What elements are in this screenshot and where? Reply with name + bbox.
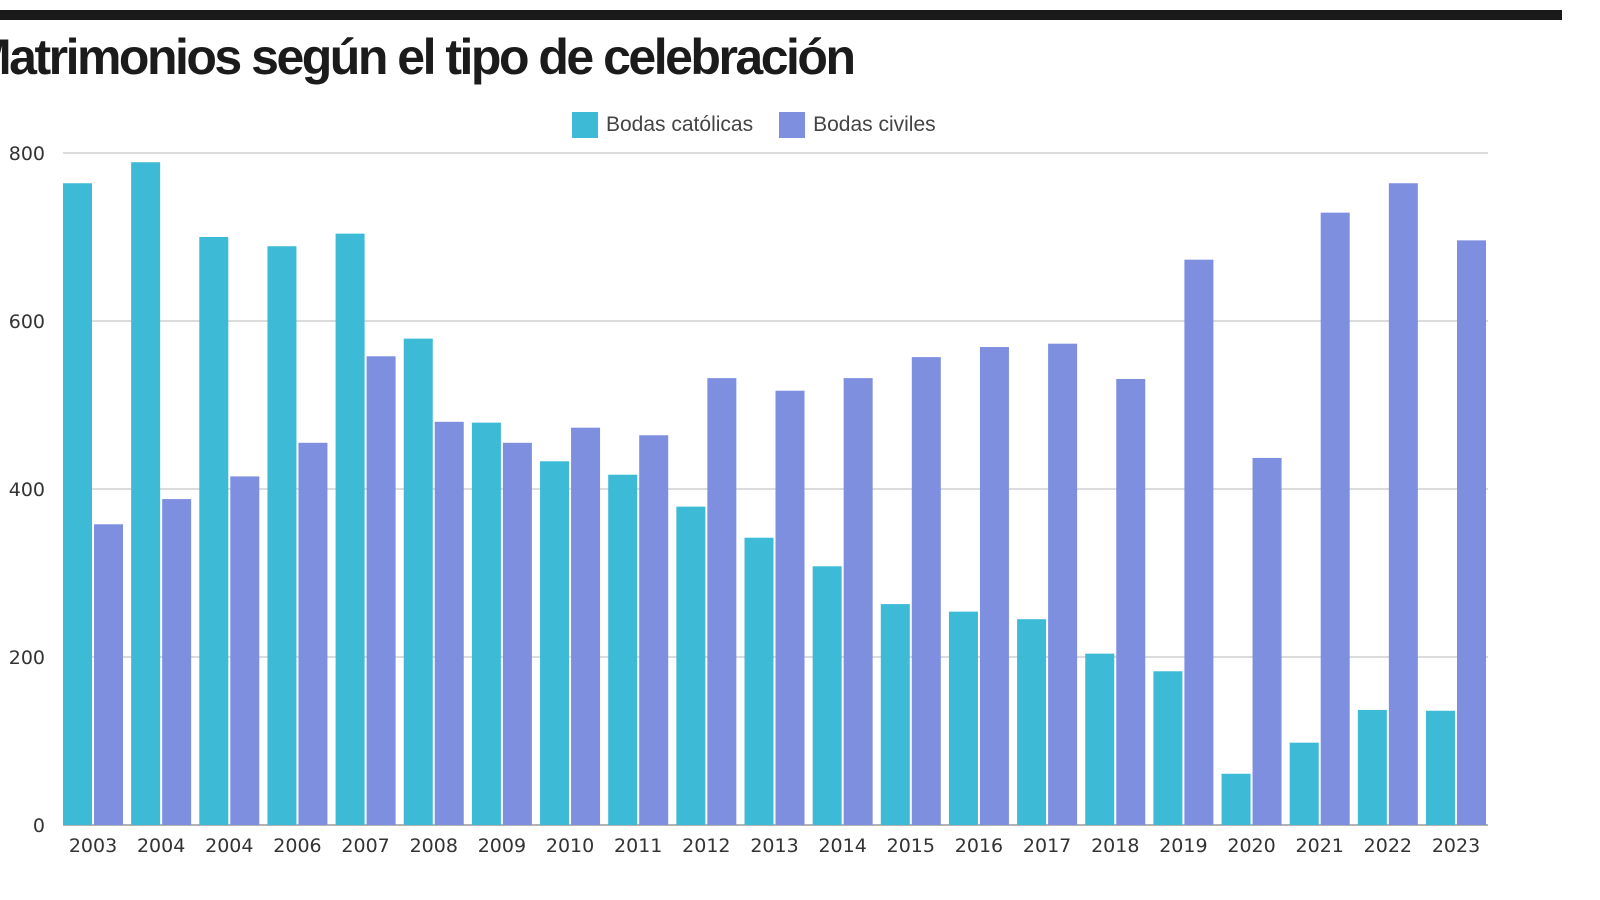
bar-catolicas — [1085, 653, 1115, 825]
bar-civiles — [366, 356, 396, 825]
bar-civiles — [434, 421, 464, 825]
y-tick-label: 0 — [33, 815, 45, 837]
bar-civiles — [1116, 378, 1146, 825]
bar-catolicas — [403, 338, 433, 825]
bar-catolicas — [199, 237, 229, 825]
x-tick-label: 2012 — [682, 835, 730, 857]
x-tick-label: 2017 — [1023, 835, 1071, 857]
y-tick-label: 400 — [9, 479, 45, 501]
x-tick-label: 2020 — [1227, 835, 1275, 857]
x-tick-label: 2011 — [614, 835, 662, 857]
y-tick-label: 200 — [9, 647, 45, 669]
legend-swatch-catolicas — [572, 112, 598, 138]
bar-civiles — [1320, 212, 1350, 825]
x-tick-label: 2013 — [750, 835, 798, 857]
x-tick-label: 2007 — [341, 835, 389, 857]
x-tick-label: 2004 — [205, 835, 253, 857]
y-tick-label: 800 — [9, 143, 45, 165]
x-tick-label: 2019 — [1159, 835, 1207, 857]
bar-civiles — [1252, 457, 1282, 825]
bar-civiles — [1184, 259, 1214, 825]
bar-civiles — [1048, 343, 1078, 825]
x-tick-label: 2009 — [478, 835, 526, 857]
bar-civiles — [1457, 240, 1486, 826]
bar-catolicas — [948, 611, 978, 825]
x-tick-label: 2016 — [955, 835, 1003, 857]
legend: Bodas católicas Bodas civiles — [572, 112, 962, 138]
x-tick-label: 2022 — [1364, 835, 1412, 857]
legend-label-catolicas: Bodas católicas — [606, 113, 754, 136]
bar-civiles — [230, 476, 260, 825]
x-tick-label: 2021 — [1296, 835, 1344, 857]
bar-catolicas — [1426, 710, 1455, 825]
y-tick-label: 600 — [9, 311, 45, 333]
bar-civiles — [162, 499, 192, 825]
x-tick-label: 2004 — [137, 835, 185, 857]
x-tick-label: 2006 — [273, 835, 321, 857]
bar-catolicas — [812, 566, 842, 825]
top-rule — [0, 10, 1562, 20]
bar-civiles — [298, 442, 328, 825]
bar-civiles — [707, 378, 737, 825]
legend-item-civiles: Bodas civiles — [779, 112, 936, 138]
bar-catolicas — [540, 461, 570, 825]
bar-catolicas — [335, 233, 365, 825]
legend-label-civiles: Bodas civiles — [813, 113, 936, 136]
bar-civiles — [775, 390, 805, 825]
x-tick-label: 2008 — [410, 835, 458, 857]
x-tick-label: 2018 — [1091, 835, 1139, 857]
chart-title: Matrimonios según el tipo de celebración — [0, 29, 856, 85]
bar-civiles — [1388, 183, 1418, 826]
x-tick-label: 2015 — [887, 835, 935, 857]
bar-catolicas — [880, 604, 910, 825]
bar-catolicas — [1153, 671, 1183, 825]
x-tick-label: 2010 — [546, 835, 594, 857]
bar-catolicas — [471, 422, 501, 825]
bar-catolicas — [1289, 742, 1319, 825]
legend-swatch-civiles — [779, 112, 806, 138]
x-tick-label: 2023 — [1432, 835, 1480, 857]
bar-civiles — [979, 347, 1009, 825]
bar-catolicas — [1357, 709, 1387, 825]
legend-item-catolicas: Bodas católicas — [572, 112, 753, 138]
bar-civiles — [571, 427, 601, 825]
x-tick-label: 2014 — [818, 835, 866, 857]
bar-civiles — [502, 442, 532, 825]
bar-civiles — [911, 357, 941, 825]
bar-catolicas — [1017, 619, 1047, 825]
bar-catolicas — [608, 474, 638, 825]
bar-catolicas — [744, 537, 774, 825]
bar-catolicas — [267, 246, 297, 826]
x-tick-label: 2003 — [69, 835, 117, 857]
bar-catolicas — [131, 162, 161, 826]
bar-catolicas — [676, 506, 706, 825]
bar-civiles — [639, 435, 669, 825]
bar-civiles — [94, 524, 123, 825]
bar-catolicas — [63, 183, 92, 826]
bar-catolicas — [1221, 773, 1251, 825]
bar-civiles — [843, 378, 873, 825]
